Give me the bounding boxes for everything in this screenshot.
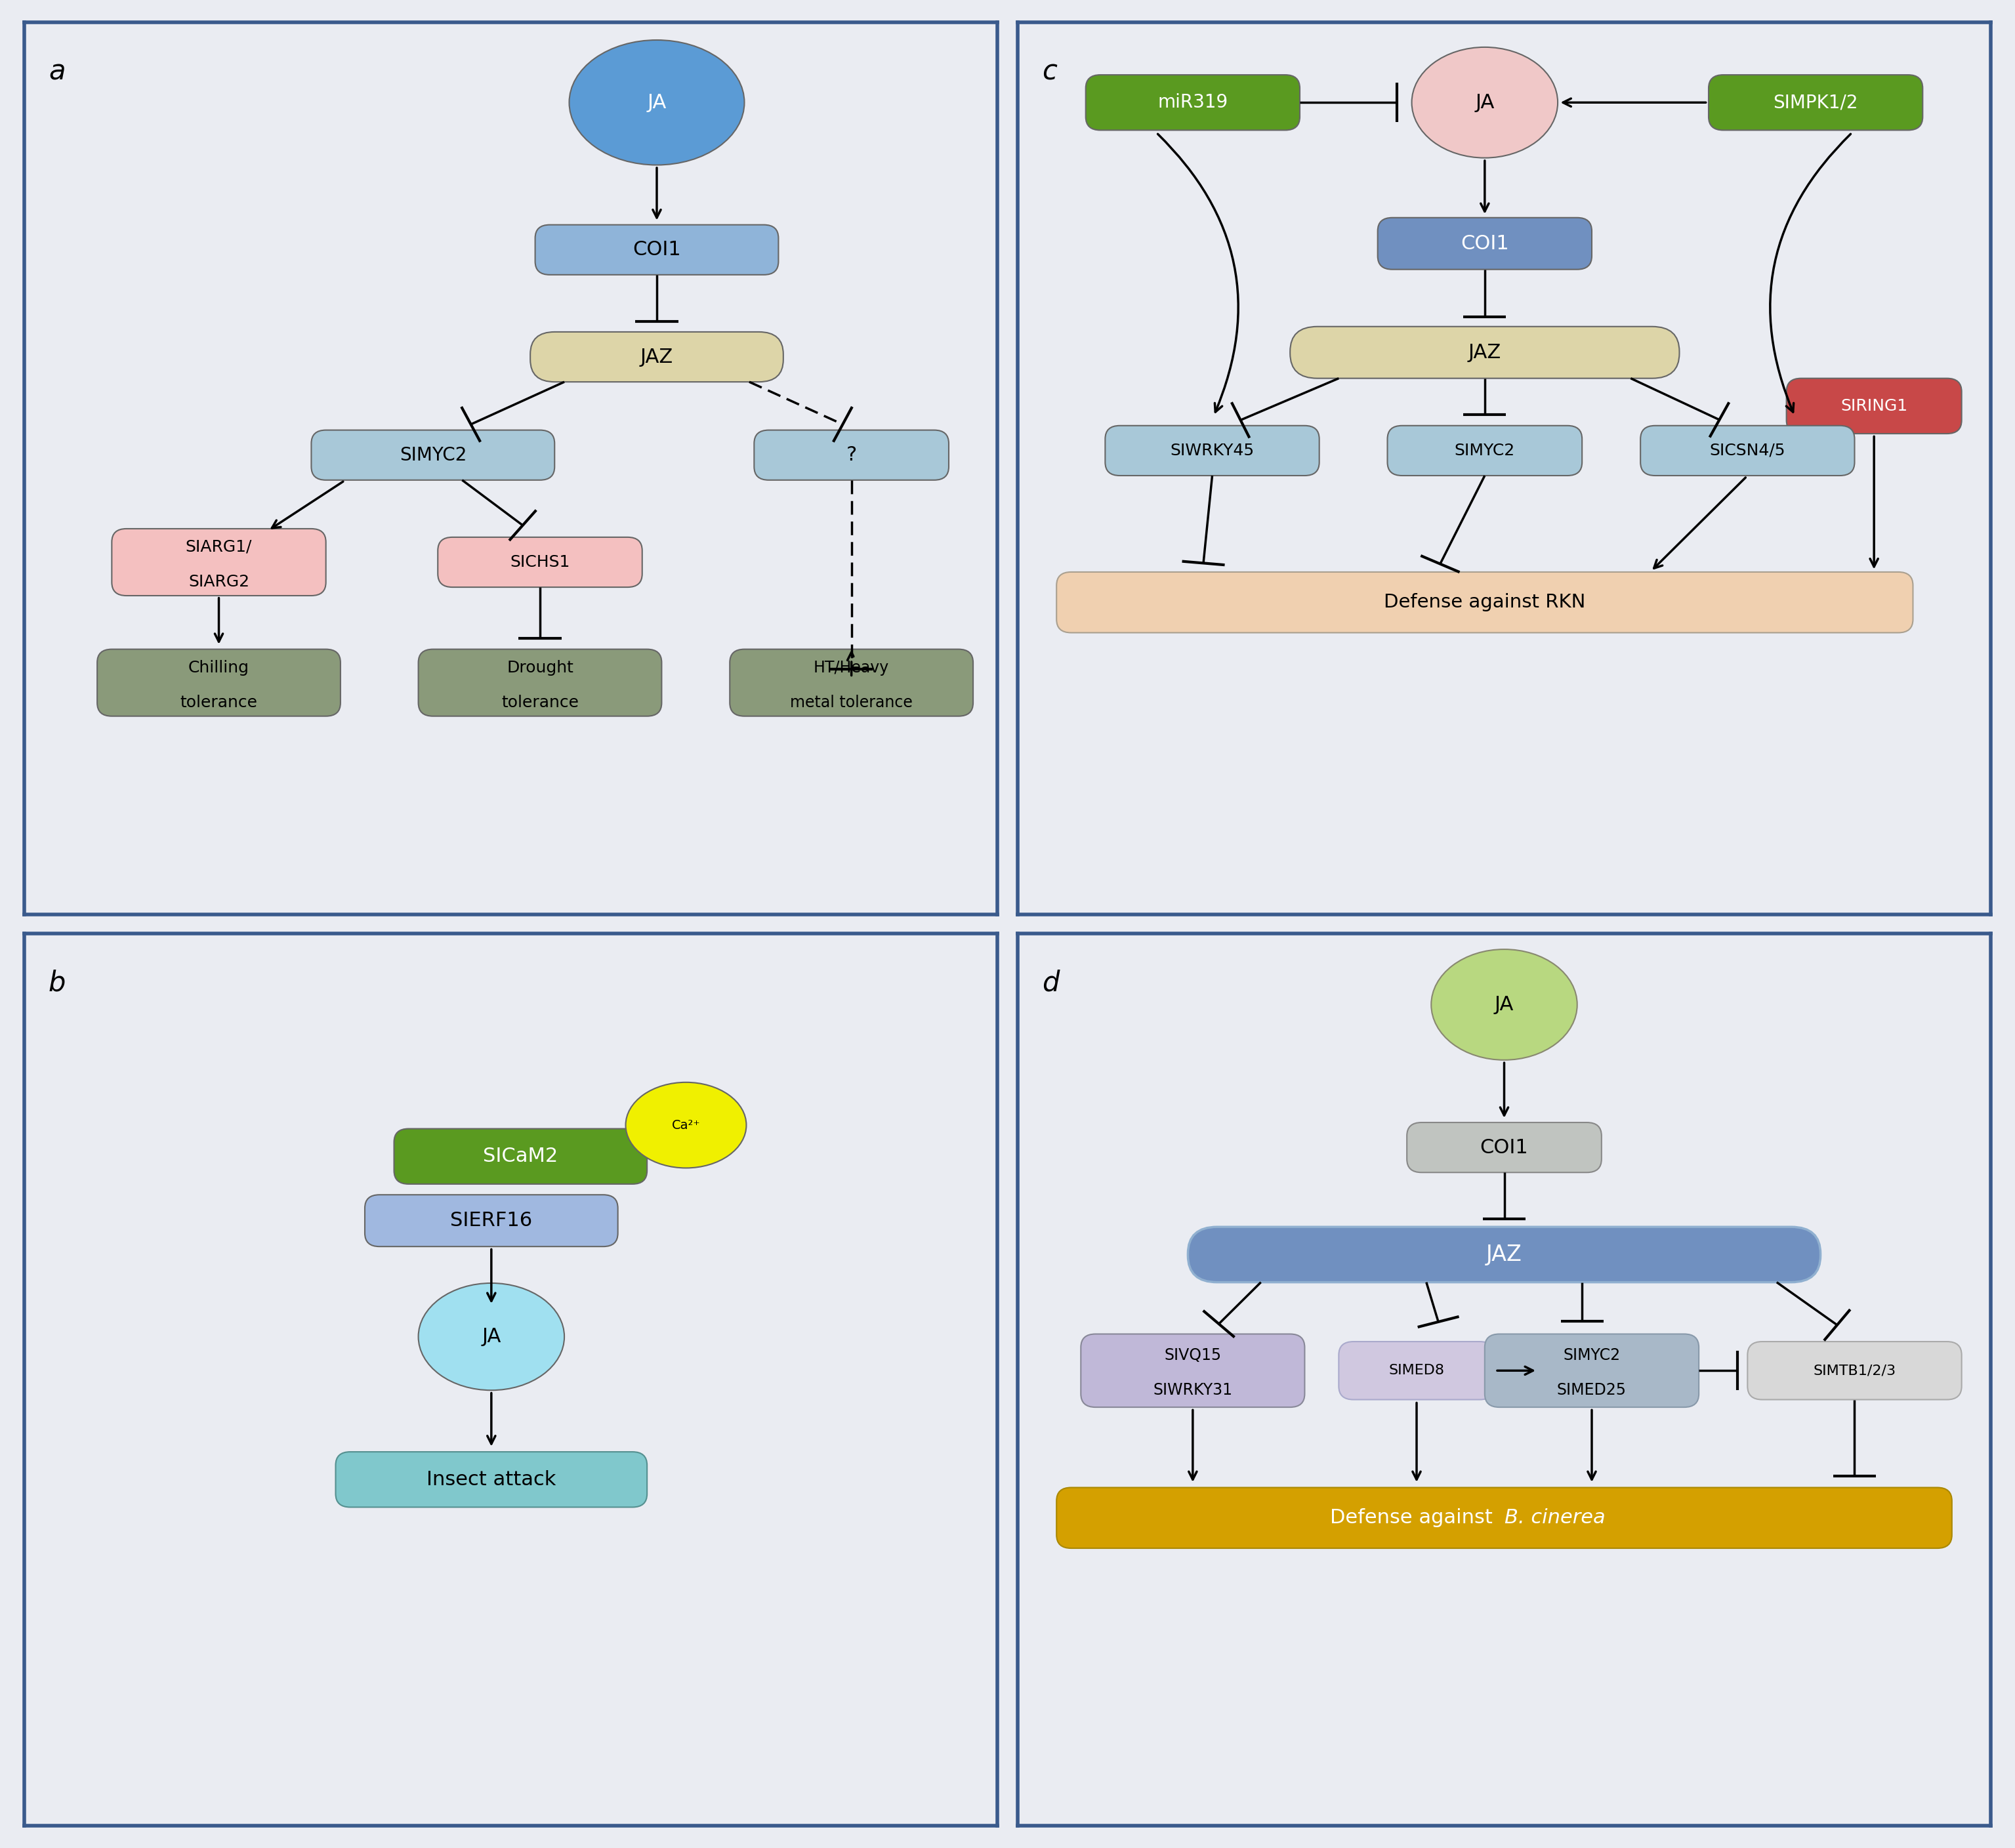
Text: SIMED25: SIMED25 [1558,1382,1626,1399]
FancyBboxPatch shape [1709,74,1922,129]
Text: COI1: COI1 [1461,235,1509,253]
Text: SICSN4/5: SICSN4/5 [1709,444,1785,458]
Ellipse shape [419,1283,564,1390]
FancyBboxPatch shape [1056,573,1912,632]
Text: COI1: COI1 [633,240,681,259]
Text: a: a [48,57,64,85]
Text: SIMPK1/2: SIMPK1/2 [1773,94,1858,111]
FancyBboxPatch shape [1104,425,1320,475]
FancyBboxPatch shape [337,1453,647,1508]
Text: JA: JA [647,92,667,113]
Ellipse shape [568,41,744,164]
Text: Ca²⁺: Ca²⁺ [671,1118,701,1131]
Text: JAZ: JAZ [1487,1244,1521,1266]
FancyBboxPatch shape [111,529,326,595]
Text: JA: JA [482,1327,502,1345]
FancyBboxPatch shape [419,649,661,717]
Text: SIVQ15: SIVQ15 [1165,1347,1221,1364]
Text: Defense against RKN: Defense against RKN [1384,593,1586,612]
Text: Chilling: Chilling [187,660,250,675]
FancyBboxPatch shape [310,431,554,480]
FancyBboxPatch shape [754,431,949,480]
FancyBboxPatch shape [1080,1334,1304,1406]
Text: Insect attack: Insect attack [427,1469,556,1489]
FancyBboxPatch shape [1388,425,1582,475]
Text: miR319: miR319 [1157,94,1227,111]
FancyBboxPatch shape [1056,1488,1953,1549]
Ellipse shape [1413,48,1558,157]
FancyBboxPatch shape [536,225,778,275]
FancyBboxPatch shape [1189,1227,1820,1283]
Text: tolerance: tolerance [179,695,258,710]
Text: SIARG1/: SIARG1/ [185,540,252,554]
Text: Defense against: Defense against [1330,1508,1499,1528]
Text: SIRING1: SIRING1 [1840,397,1908,414]
Text: metal tolerance: metal tolerance [790,695,913,710]
FancyBboxPatch shape [1338,1342,1495,1399]
FancyBboxPatch shape [1747,1342,1963,1399]
FancyBboxPatch shape [530,333,784,383]
Text: JA: JA [1475,92,1495,113]
FancyBboxPatch shape [1290,327,1678,379]
Text: ?: ? [846,445,856,464]
FancyBboxPatch shape [365,1196,619,1247]
FancyBboxPatch shape [1787,379,1963,434]
Text: c: c [1042,57,1058,85]
FancyBboxPatch shape [1640,425,1854,475]
Text: d: d [1042,968,1060,996]
FancyBboxPatch shape [1378,218,1592,270]
Text: SIARG2: SIARG2 [187,575,250,590]
FancyBboxPatch shape [97,649,341,717]
Text: SIMYC2: SIMYC2 [399,445,467,464]
Text: SIWRKY45: SIWRKY45 [1171,444,1253,458]
Text: JAZ: JAZ [1469,344,1501,362]
Text: SIMTB1/2/3: SIMTB1/2/3 [1814,1364,1896,1377]
Text: tolerance: tolerance [502,695,578,710]
Text: SIMYC2: SIMYC2 [1564,1347,1620,1364]
Text: SIMYC2: SIMYC2 [1455,444,1515,458]
Ellipse shape [1431,950,1578,1061]
Text: SIWRKY31: SIWRKY31 [1153,1382,1233,1399]
Text: HT/Heavy: HT/Heavy [814,660,889,675]
Text: B. cinerea: B. cinerea [1505,1508,1606,1528]
FancyBboxPatch shape [1485,1334,1699,1406]
Text: b: b [48,968,66,996]
Ellipse shape [625,1083,746,1168]
FancyBboxPatch shape [395,1129,647,1185]
FancyBboxPatch shape [437,538,643,588]
Text: JAZ: JAZ [641,347,673,366]
FancyBboxPatch shape [1406,1122,1602,1172]
FancyBboxPatch shape [1086,74,1300,129]
FancyBboxPatch shape [729,649,973,717]
Text: SIERF16: SIERF16 [449,1210,532,1231]
Text: COI1: COI1 [1479,1138,1529,1157]
Text: SIMED8: SIMED8 [1388,1364,1445,1377]
Text: SICHS1: SICHS1 [510,554,570,569]
Text: SICaM2: SICaM2 [484,1148,558,1166]
Text: JA: JA [1495,994,1513,1015]
Text: Drought: Drought [506,660,574,675]
